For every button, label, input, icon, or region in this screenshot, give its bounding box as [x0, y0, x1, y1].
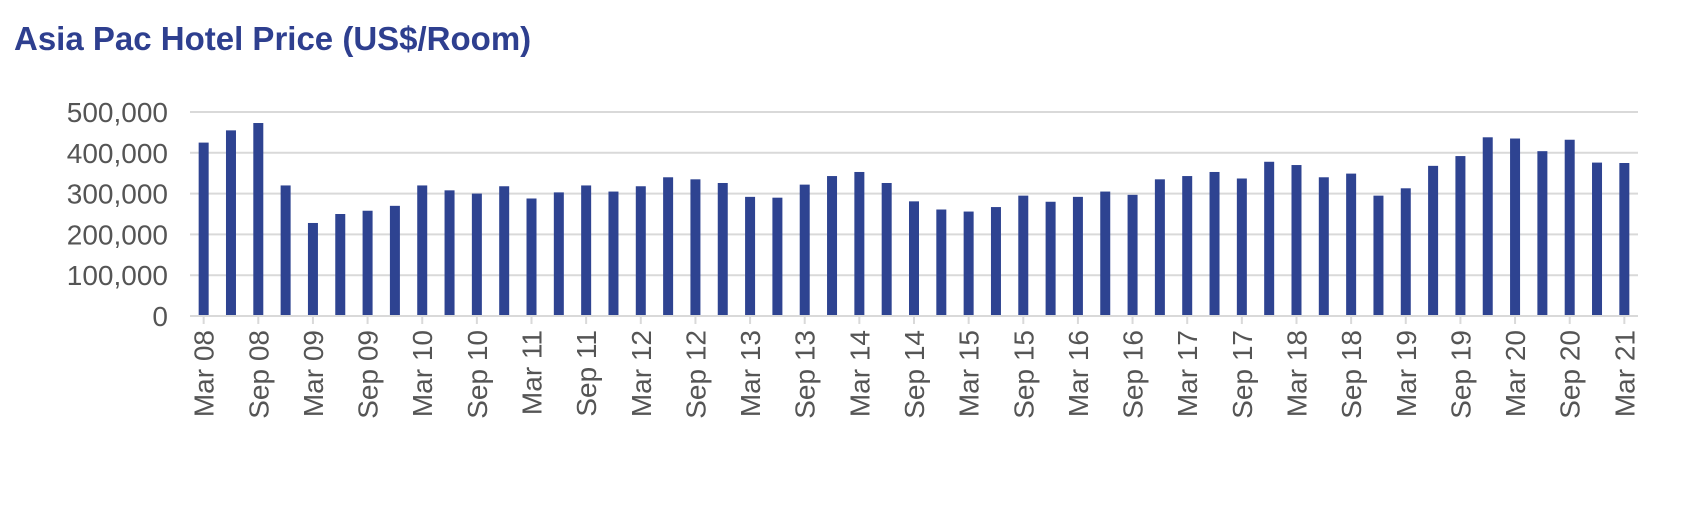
- x-tick-label: Sep 12: [680, 330, 711, 419]
- x-axis: [190, 315, 1638, 324]
- x-tick-label: Mar 10: [407, 330, 438, 417]
- x-tick-label: Mar 16: [1063, 330, 1094, 417]
- x-axis-tick-labels: Mar 08 Sep 08 Mar 09 Sep 09 Mar 10 Sep 10 Mar …: [189, 330, 1641, 419]
- x-tick-label: Mar 21: [1609, 330, 1640, 417]
- bar: [499, 186, 510, 316]
- x-tick-label: Mar 08: [189, 330, 220, 417]
- bar: [225, 130, 236, 316]
- x-tick-label: Mar 19: [1391, 330, 1422, 417]
- bar: [1428, 165, 1439, 316]
- bar: [1455, 156, 1466, 316]
- bar: [963, 211, 974, 316]
- x-tick-label: Mar 14: [844, 330, 875, 417]
- bar: [1236, 178, 1247, 316]
- y-tick-label: 400,000: [67, 138, 168, 169]
- bar: [663, 177, 674, 316]
- x-tick-label: Sep 19: [1445, 330, 1476, 419]
- x-tick-label: Mar 20: [1500, 330, 1531, 417]
- bars: [198, 123, 1630, 317]
- y-axis-tick-labels: 500,000 400,000 300,000 200,000 100,000 0: [67, 97, 168, 332]
- bar: [1400, 188, 1411, 316]
- x-tick-label: Mar 09: [298, 330, 329, 417]
- bar: [1182, 176, 1193, 316]
- bar: [362, 210, 373, 316]
- bar: [1209, 171, 1220, 316]
- x-tick-label: Sep 14: [899, 330, 930, 419]
- bar: [827, 176, 838, 316]
- bar: [253, 123, 264, 317]
- x-tick-label: Mar 12: [626, 330, 657, 417]
- bar: [635, 186, 646, 316]
- bar: [1592, 162, 1603, 316]
- bar: [471, 193, 482, 316]
- x-tick-label: Mar 13: [735, 330, 766, 417]
- x-tick-label: Sep 15: [1008, 330, 1039, 419]
- bar: [799, 184, 810, 316]
- bar: [608, 191, 619, 316]
- bar: [389, 205, 400, 316]
- x-tick-label: Sep 13: [790, 330, 821, 419]
- bar: [1537, 151, 1548, 316]
- x-tick-label: Sep 17: [1227, 330, 1258, 419]
- x-tick-label: Sep 16: [1118, 330, 1149, 419]
- bar: [717, 182, 728, 316]
- bar: [1154, 179, 1165, 316]
- bar: [1564, 139, 1575, 316]
- bar: [690, 179, 701, 316]
- bar: [198, 142, 209, 316]
- bar: [854, 171, 865, 316]
- y-tick-label: 100,000: [67, 260, 168, 291]
- bar: [990, 207, 1001, 316]
- x-tick-label: Mar 17: [1172, 330, 1203, 417]
- chart-title: Asia Pac Hotel Price (US$/Room): [14, 20, 532, 57]
- bar: [1346, 173, 1357, 316]
- x-tick-label: Sep 20: [1555, 330, 1586, 419]
- bar: [772, 197, 783, 316]
- bar: [1318, 177, 1329, 316]
- x-tick-label: Sep 18: [1336, 330, 1367, 419]
- bar: [1264, 161, 1275, 316]
- y-tick-label: 300,000: [67, 179, 168, 210]
- bar: [417, 185, 428, 316]
- bar: [553, 192, 564, 316]
- bar: [1291, 165, 1302, 316]
- bar: [1619, 163, 1630, 316]
- bar: [444, 190, 455, 316]
- bar: [1127, 194, 1138, 316]
- bar: [936, 209, 947, 316]
- bar: [335, 214, 346, 316]
- bar: [1510, 138, 1521, 316]
- x-tick-label: Mar 11: [517, 330, 548, 415]
- bar: [307, 222, 318, 316]
- x-tick-label: Sep 08: [243, 330, 274, 419]
- bar: [1100, 191, 1111, 316]
- bar: [745, 196, 756, 316]
- bar: [1018, 195, 1029, 316]
- bar: [526, 198, 537, 316]
- bar: [1482, 137, 1493, 316]
- bar: [909, 201, 919, 316]
- y-tick-label: 500,000: [67, 97, 168, 128]
- bar: [881, 182, 892, 316]
- bar: [1072, 196, 1083, 316]
- bar: [1373, 195, 1384, 316]
- x-tick-label: Sep 09: [353, 330, 384, 419]
- y-tick-label: 200,000: [67, 219, 168, 250]
- x-tick-label: Mar 18: [1281, 330, 1312, 417]
- bar: [1045, 201, 1056, 316]
- x-tick-label: Sep 10: [462, 330, 493, 419]
- bar: [581, 185, 592, 316]
- x-tick-label: Sep 11: [571, 330, 602, 417]
- y-tick-label: 0: [152, 301, 168, 332]
- x-tick-label: Mar 15: [954, 330, 985, 417]
- bar: [280, 185, 291, 316]
